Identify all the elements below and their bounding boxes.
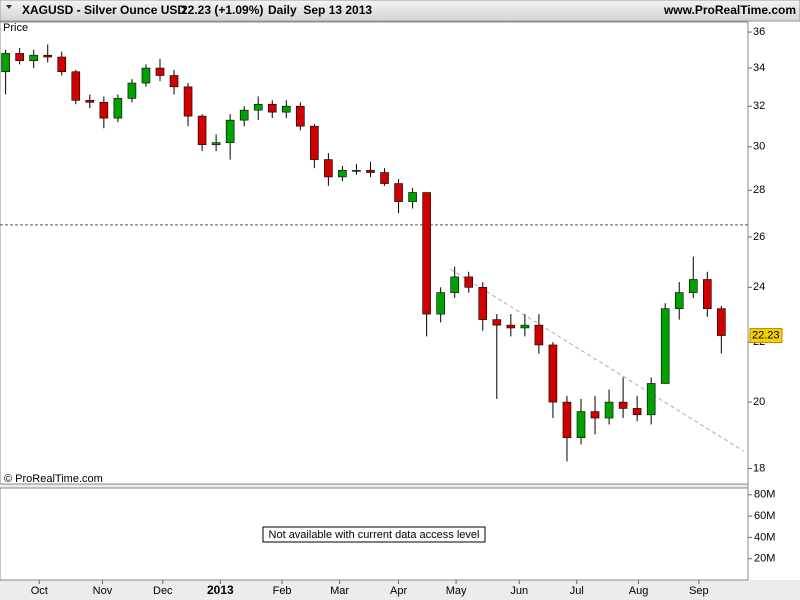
source: www.ProRealTime.com bbox=[663, 3, 796, 17]
candle-body bbox=[618, 401, 628, 409]
period: Daily Sep 13 2013 bbox=[268, 3, 372, 17]
candle-body bbox=[394, 183, 403, 202]
candle-body bbox=[717, 308, 726, 336]
y-tick-label: 30 bbox=[753, 141, 765, 153]
candle-body bbox=[29, 54, 38, 61]
candle-body bbox=[99, 101, 109, 119]
x-tick-label: Jun bbox=[510, 585, 528, 597]
candle-body bbox=[1, 53, 10, 73]
candle-body bbox=[506, 324, 516, 329]
candle-body bbox=[562, 401, 572, 439]
x-tick-label: Dec bbox=[153, 585, 173, 597]
y-tick-label: 18 bbox=[753, 462, 765, 474]
candle-body bbox=[169, 75, 179, 88]
candle-body bbox=[576, 411, 586, 439]
candle-body bbox=[632, 408, 642, 416]
y-tick-label: 26 bbox=[753, 231, 765, 243]
y-tick-label: 60M bbox=[754, 510, 775, 522]
candle-body bbox=[141, 67, 151, 84]
x-tick-label: 2013 bbox=[207, 583, 234, 597]
candle-body bbox=[520, 324, 530, 329]
subtitle: 22.23 (+1.09%) bbox=[181, 3, 263, 17]
candle-body bbox=[450, 276, 459, 293]
x-tick-label: Oct bbox=[31, 585, 48, 597]
candle-body bbox=[43, 54, 53, 58]
x-tick-label: Mar bbox=[330, 585, 349, 597]
y-tick-label: 28 bbox=[753, 184, 765, 196]
candle-body bbox=[604, 401, 614, 419]
y-tick-label: 34 bbox=[753, 62, 765, 74]
volume-panel bbox=[0, 487, 749, 581]
y-tick-label: 20M bbox=[754, 553, 775, 565]
candle-body bbox=[225, 119, 235, 143]
candle-body bbox=[646, 383, 656, 416]
y-axis-label: Price bbox=[3, 22, 28, 34]
candle-body bbox=[239, 109, 249, 121]
candle-body bbox=[71, 71, 81, 101]
x-tick-label: Sep bbox=[689, 585, 709, 597]
x-tick-label: Jul bbox=[570, 585, 584, 597]
header-bar bbox=[0, 0, 800, 22]
last-price-label: 22.23 bbox=[752, 329, 780, 341]
last-price-box bbox=[749, 328, 783, 344]
x-tick-label: Feb bbox=[273, 585, 292, 597]
trend-line bbox=[450, 268, 745, 452]
candle-body bbox=[703, 279, 712, 309]
candle-body bbox=[57, 56, 67, 73]
note-box bbox=[262, 526, 486, 543]
candle-body bbox=[660, 308, 670, 384]
y-tick-label: 80M bbox=[754, 489, 775, 501]
x-tick-label: Nov bbox=[93, 585, 113, 597]
candle-body bbox=[366, 170, 375, 173]
candle-body bbox=[534, 324, 544, 346]
candle-body bbox=[338, 170, 347, 178]
candle-body bbox=[310, 125, 319, 160]
candle-body bbox=[590, 411, 600, 419]
candle-body bbox=[408, 192, 417, 202]
candle-body bbox=[492, 319, 502, 326]
candle-body bbox=[113, 98, 123, 119]
candle-body bbox=[197, 115, 207, 146]
candle-body bbox=[15, 53, 24, 61]
candle-body bbox=[267, 103, 277, 113]
y-tick-label: 20 bbox=[753, 396, 765, 408]
watermark: © ProRealTime.com bbox=[4, 473, 103, 485]
x-tick-label: Aug bbox=[629, 585, 649, 597]
candle-body bbox=[85, 100, 95, 103]
menu-arrow[interactable] bbox=[6, 5, 12, 9]
candle-body bbox=[380, 172, 389, 184]
right-axis bbox=[748, 22, 800, 580]
candle-body bbox=[478, 287, 488, 320]
chart-title: XAGUSD - Silver Ounce USD bbox=[22, 3, 186, 17]
candle-body bbox=[155, 67, 165, 76]
candle-body bbox=[127, 82, 137, 99]
candle-body bbox=[296, 105, 305, 127]
volume-note: Not available with current data access l… bbox=[269, 529, 480, 541]
candle-body bbox=[183, 86, 193, 117]
candle-body bbox=[422, 192, 431, 315]
y-tick-label: 32 bbox=[753, 100, 765, 112]
y-tick-label: 40M bbox=[754, 531, 775, 543]
candle-body bbox=[211, 142, 221, 146]
y-tick-label: 24 bbox=[753, 281, 765, 293]
candle-body bbox=[436, 292, 445, 315]
candle-body bbox=[253, 103, 263, 111]
x-tick-label: May bbox=[446, 585, 467, 597]
candle-body bbox=[281, 105, 291, 113]
candle-body bbox=[674, 292, 684, 309]
candle-body bbox=[352, 170, 361, 172]
x-tick-label: Apr bbox=[390, 585, 407, 597]
candle-body bbox=[324, 159, 333, 178]
candle-body bbox=[464, 276, 474, 288]
candle-body bbox=[688, 279, 698, 293]
candle-body bbox=[548, 344, 558, 403]
y-tick-label: 36 bbox=[753, 26, 765, 38]
